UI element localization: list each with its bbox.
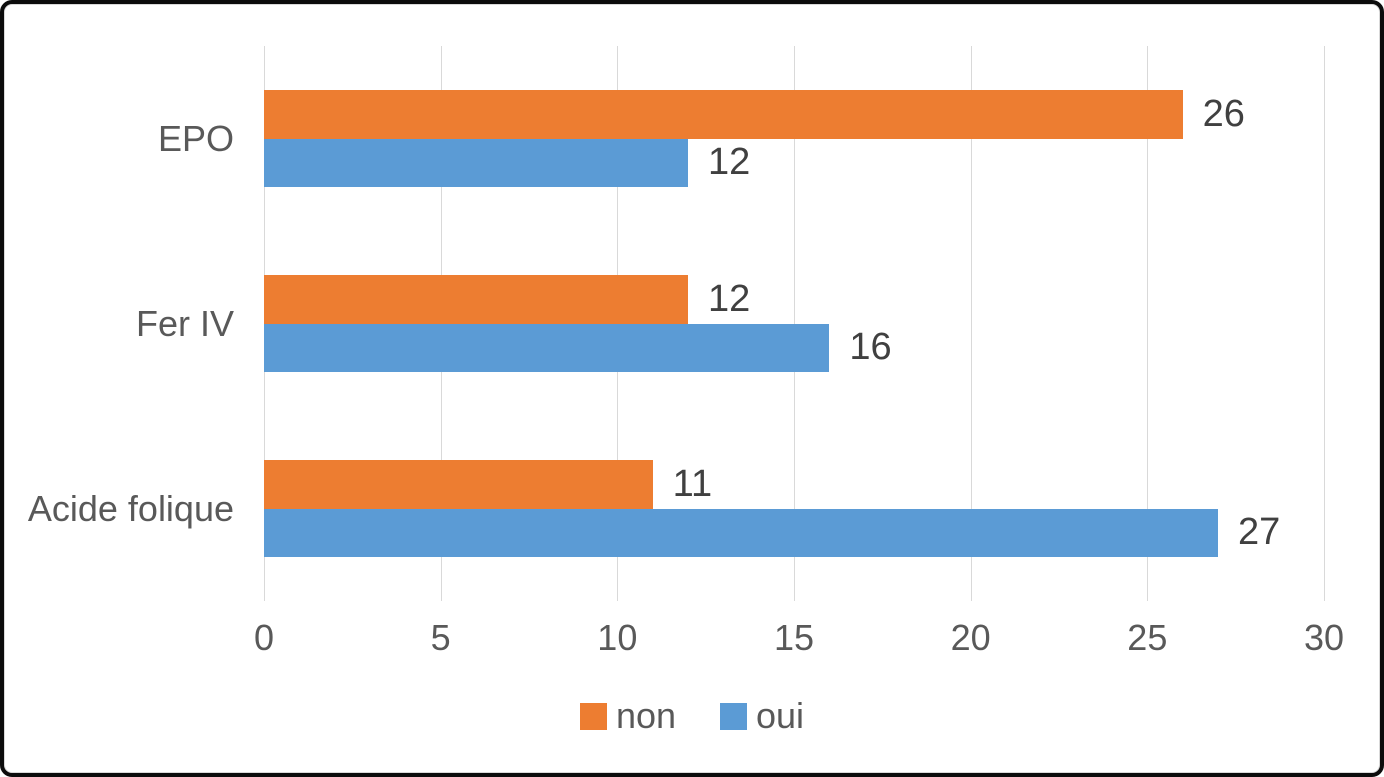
category-label: Acide folique bbox=[27, 487, 234, 529]
category-label: EPO bbox=[157, 117, 234, 159]
gridline bbox=[1324, 46, 1325, 601]
x-tick-label: 15 bbox=[773, 617, 815, 658]
gridline bbox=[1147, 46, 1149, 601]
bar-non bbox=[264, 275, 688, 324]
x-tick-label: 10 bbox=[597, 617, 638, 658]
legend-label: oui bbox=[756, 695, 805, 736]
x-axis: 0 5 10 15 20 25 30 bbox=[254, 617, 1344, 667]
bar-oui bbox=[264, 508, 1218, 557]
data-label: 12 bbox=[708, 277, 751, 320]
category-row: 12 16 bbox=[264, 231, 1324, 416]
x-tick-label: 30 bbox=[1303, 617, 1345, 658]
legend-swatch-icon bbox=[579, 702, 607, 730]
bar-oui bbox=[264, 323, 830, 372]
bar-non bbox=[264, 460, 653, 509]
data-label: 26 bbox=[1202, 92, 1245, 135]
bar-oui bbox=[264, 138, 688, 187]
legend: non oui bbox=[4, 698, 1380, 734]
x-tick-label: 20 bbox=[950, 617, 991, 658]
category-row: 26 12 bbox=[264, 46, 1324, 231]
legend-label: non bbox=[615, 695, 677, 736]
data-label: 11 bbox=[672, 462, 713, 505]
bar-non bbox=[264, 90, 1183, 139]
category-label: Fer IV bbox=[135, 302, 234, 344]
gridline bbox=[970, 46, 972, 601]
data-label: 16 bbox=[849, 326, 892, 369]
legend-item: oui bbox=[720, 698, 804, 734]
plot-area: 26 12 12 16 11 27 bbox=[264, 46, 1325, 601]
category-row: 11 27 bbox=[264, 416, 1324, 601]
x-tick-label: 25 bbox=[1127, 617, 1168, 658]
data-label: 27 bbox=[1238, 511, 1281, 554]
x-tick-label: 0 bbox=[253, 617, 275, 658]
x-tick-label: 5 bbox=[430, 617, 451, 658]
legend-swatch-icon bbox=[720, 702, 748, 730]
legend-item: non bbox=[579, 695, 677, 736]
data-label: 12 bbox=[708, 141, 751, 184]
